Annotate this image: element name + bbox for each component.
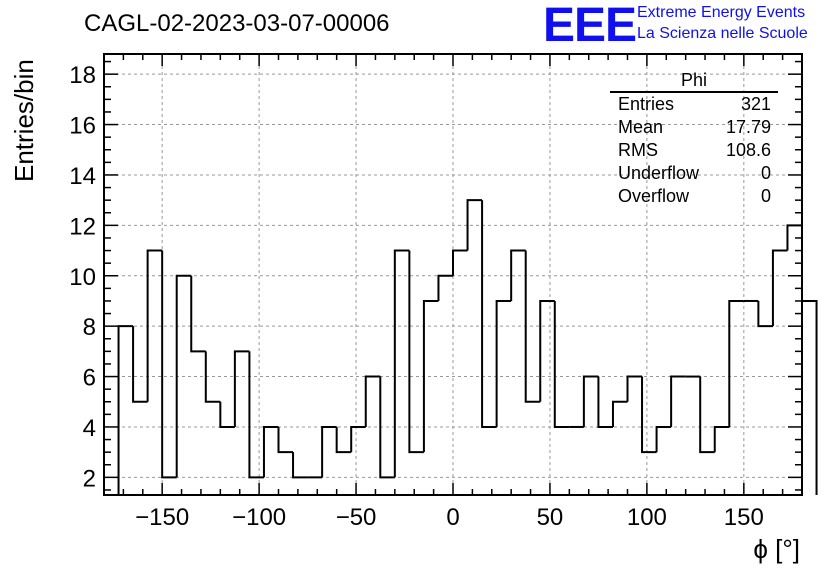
y-tick-label: 2: [83, 465, 96, 492]
histogram-bin: [393, 249, 410, 478]
y-tick-label: 4: [83, 415, 96, 442]
histogram-bin: [801, 225, 818, 495]
histogram-bin: [219, 401, 235, 428]
histogram-bin: [466, 199, 483, 251]
y-tick-label: 12: [69, 213, 96, 240]
x-tick-label: 150: [724, 504, 764, 531]
x-tick-label: −100: [232, 504, 286, 531]
histogram-bin: [670, 375, 686, 427]
stats-label: Underflow: [618, 163, 700, 183]
histogram-bin: [132, 326, 148, 403]
x-tick-label: −50: [336, 504, 377, 531]
histogram-bin: [626, 375, 643, 402]
stats-label: Mean: [618, 117, 664, 137]
histogram-bin: [699, 376, 715, 454]
histogram-bin: [117, 325, 134, 495]
histogram-bin: [728, 299, 744, 427]
y-axis-label: Entries/bin: [9, 59, 39, 182]
histogram-bin: [408, 250, 424, 454]
axis-tick-labels: −150 −100 −50 0 50 100 150 2 4 6 8 10 12 14 16 18: [69, 62, 764, 531]
histogram-bin: [655, 425, 672, 453]
stats-box: Phi Entries 321 Mean 17.79 RMS 108.6 Und…: [610, 70, 778, 208]
histogram-bin: [422, 299, 439, 453]
stats-value: 0: [760, 163, 771, 183]
x-tick-label: 0: [446, 504, 459, 531]
x-axis-label: ϕ [°]: [753, 534, 800, 564]
x-tick-label: 100: [627, 504, 667, 531]
histogram-bin: [437, 274, 453, 301]
histogram-bin: [495, 299, 512, 427]
stats-label: Entries: [618, 94, 675, 114]
histogram-bin: [481, 200, 497, 428]
histogram-bin: [335, 426, 352, 454]
histogram-bin: [582, 375, 599, 427]
histogram-bin: [146, 249, 163, 402]
logo-text-line1: Extreme Energy Events: [637, 4, 806, 21]
x-tick-label: 50: [537, 504, 564, 531]
y-tick-label: 14: [69, 163, 96, 190]
histogram-bin: [510, 249, 526, 301]
histogram-bin: [262, 425, 279, 478]
axis-ticks: [103, 54, 803, 495]
stats-row-rms: RMS 108.6: [610, 139, 778, 162]
stats-title: Phi: [610, 70, 778, 93]
stats-label: RMS: [618, 140, 658, 160]
plot-title: CAGL-02-2023-03-07-00006: [84, 10, 390, 37]
stats-value: 17.79: [725, 117, 771, 137]
histogram-bin: [524, 250, 541, 403]
stats-row-overflow: Overflow 0: [610, 185, 778, 208]
histogram-bin: [611, 400, 628, 427]
stats-row-entries: Entries 321: [610, 93, 778, 116]
histogram-bin: [350, 425, 366, 453]
histogram-bin: [539, 299, 555, 402]
histogram-bin: [233, 350, 250, 427]
histogram-bin: [452, 249, 468, 276]
histogram-bin: [161, 250, 177, 479]
y-tick-label: 8: [83, 314, 96, 341]
histogram-bin: [321, 425, 337, 478]
stats-row-underflow: Underflow 0: [610, 162, 778, 185]
histogram-bin: [277, 426, 294, 454]
histogram-bin: [204, 351, 221, 403]
y-tick-label: 18: [69, 62, 96, 89]
histogram-bin: [641, 376, 657, 454]
stats-value: 108.6: [725, 140, 771, 160]
histogram-bin: [190, 275, 206, 353]
histogram-bin: [713, 425, 730, 453]
y-tick-label: 16: [69, 113, 96, 140]
y-tick-label: 10: [69, 264, 96, 291]
logo-text-line2: La Scienza nelle Scuole: [637, 25, 808, 42]
y-tick-label: 6: [83, 365, 96, 392]
histogram-bin: [175, 274, 192, 478]
x-tick-label: −150: [135, 504, 189, 531]
histogram-series: [117, 199, 818, 495]
histogram-bin: [292, 452, 308, 479]
histogram-bin: [771, 249, 788, 327]
stats-label: Overflow: [618, 186, 690, 206]
stats-value: 321: [740, 94, 771, 114]
histogram-bin: [379, 376, 395, 479]
histogram-bin: [364, 375, 381, 427]
histogram-bin: [597, 376, 613, 428]
stats-value: 0: [760, 186, 771, 206]
histogram-bin: [248, 351, 264, 479]
histogram-bin: [757, 300, 773, 328]
eee-logo: EEE: [543, 0, 637, 52]
stats-row-mean: Mean 17.79: [610, 116, 778, 139]
histogram-bin: [553, 300, 570, 428]
